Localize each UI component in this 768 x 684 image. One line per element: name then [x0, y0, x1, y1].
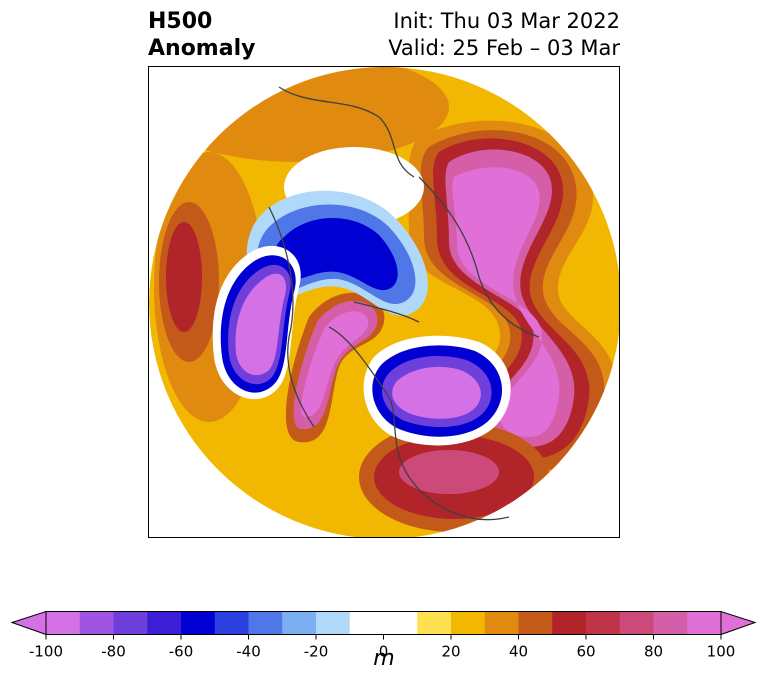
colorbar-tick-label: 100: [707, 643, 736, 661]
field-se-ridge-core: [399, 450, 499, 494]
coastline-north-america: [328, 326, 510, 521]
colorbar-over-triangle: [720, 610, 757, 636]
title-variable: H500: [148, 9, 213, 34]
title-field: Anomaly: [148, 36, 256, 61]
field-canada-trough-core: [392, 366, 481, 419]
valid-period: Valid: 25 Feb – 03 Mar: [388, 36, 620, 60]
colorbar-cell: [248, 611, 283, 635]
colorbar-tick-label: -20: [304, 643, 329, 661]
title-right: Init: Thu 03 Mar 2022 Valid: 25 Feb – 03…: [388, 8, 620, 62]
colorbar-tick-label: 40: [509, 643, 528, 661]
colorbar-tick-label: 20: [441, 643, 460, 661]
coastline-europe: [418, 176, 540, 338]
colorbar-tick-label: 0: [379, 643, 389, 661]
coastlines: [268, 86, 540, 521]
colorbar-unit-label: m: [373, 646, 395, 671]
colorbar-cell: [687, 611, 722, 635]
colorbar-cell: [147, 611, 182, 635]
colorbar-cell: [46, 611, 81, 635]
colorbar-cell: [586, 611, 621, 635]
field-east-ridge-core: [452, 167, 560, 438]
colorbar-tick-label: -80: [101, 643, 126, 661]
colorbar-tick-label: 60: [576, 643, 595, 661]
colorbar-cell: [451, 611, 486, 635]
init-time: Init: Thu 03 Mar 2022: [393, 9, 620, 33]
colorbar-cells: [46, 611, 722, 635]
colorbar-tick-label: 80: [644, 643, 663, 661]
colorbar-tick-label: -100: [29, 643, 63, 661]
colorbar-cell: [484, 611, 519, 635]
anomaly-map: [148, 66, 620, 538]
colorbar-cell: [653, 611, 688, 635]
field-central-ridge-core: [301, 311, 369, 417]
colorbar-cell: [282, 611, 317, 635]
colorbar-cell: [316, 611, 351, 635]
field-west-trough-core: [235, 273, 287, 376]
colorbar-under-triangle: [10, 610, 47, 636]
colorbar-cell: [113, 611, 148, 635]
colorbar-cell: [349, 611, 418, 635]
coastline-arctic: [353, 301, 420, 323]
colorbar: -100 -80 -60 -40 -20 0 20 40 60 80 100: [10, 610, 757, 661]
colorbar-cell: [79, 611, 114, 635]
field-north-trough-core: [273, 217, 398, 291]
anomaly-field: [149, 67, 619, 537]
map-svg: [149, 67, 619, 537]
colorbar-tick-label: -40: [236, 643, 261, 661]
colorbar-ticks: -100 -80 -60 -40 -20 0 20 40 60 80 100: [29, 634, 736, 661]
coastline-siberia: [278, 86, 415, 178]
colorbar-cell: [552, 611, 587, 635]
colorbar-cell: [417, 611, 452, 635]
field-west-ridge-core: [166, 222, 202, 332]
colorbar-cell: [619, 611, 654, 635]
colorbar-cell: [518, 611, 553, 635]
colorbar-cell: [181, 611, 216, 635]
title-left: H500 Anomaly: [148, 8, 255, 62]
coastline-asia-east: [268, 206, 315, 428]
colorbar-tick-label: -60: [169, 643, 194, 661]
colorbar-cell: [214, 611, 249, 635]
